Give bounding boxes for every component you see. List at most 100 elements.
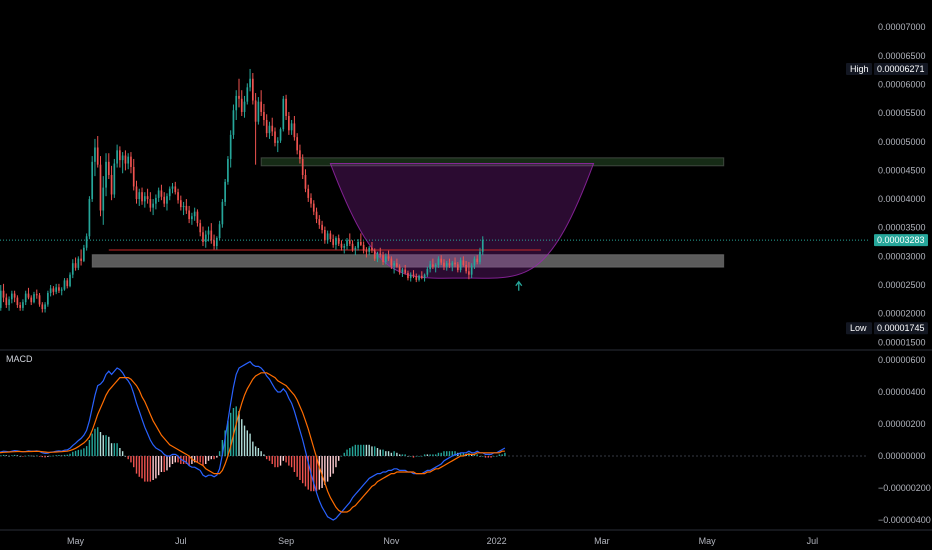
macd-histogram-bar	[279, 456, 282, 466]
macd-histogram-bar	[490, 456, 492, 458]
candle	[368, 246, 371, 256]
candle-body	[0, 290, 2, 308]
macd-histogram-bar	[196, 456, 199, 463]
macd-histogram-bar	[13, 454, 16, 456]
candle	[249, 68, 251, 92]
candle-body	[326, 233, 329, 241]
macd-line	[0, 360, 506, 521]
candle	[470, 263, 473, 279]
candle-body	[387, 256, 390, 259]
macd-histogram-bar	[30, 455, 32, 457]
macd-histogram-bar	[271, 456, 273, 464]
macd-histogram-bar	[349, 448, 351, 456]
macd-histogram-bar	[2, 454, 5, 456]
candle	[473, 256, 476, 269]
price-axis-tick: 0.00001500	[878, 337, 926, 347]
macd-histogram-bar	[329, 456, 332, 477]
candle	[146, 188, 149, 204]
macd-histogram-bar	[299, 456, 301, 480]
macd-histogram-bar	[315, 456, 318, 492]
candle-body	[69, 274, 71, 287]
candle-body	[16, 297, 19, 306]
candle	[182, 201, 185, 216]
candle-body	[282, 98, 285, 130]
candle-body	[146, 196, 149, 200]
macd-histogram-bar	[27, 455, 30, 456]
candle	[401, 267, 404, 277]
macd-histogram-bar	[288, 456, 290, 466]
candle	[19, 302, 22, 311]
macd-histogram-bar	[155, 456, 157, 479]
candle-body	[5, 297, 8, 306]
candle	[185, 199, 188, 214]
candle	[382, 251, 384, 265]
macd-histogram-bar	[22, 456, 24, 457]
candle	[8, 296, 10, 311]
candle	[138, 188, 141, 206]
macd-histogram-bar	[163, 456, 165, 472]
candle	[238, 78, 240, 108]
candle	[121, 152, 124, 174]
candle	[346, 238, 348, 250]
candle-body	[207, 230, 210, 235]
macd-histogram-bar	[454, 451, 456, 456]
candle	[440, 255, 443, 265]
candle	[55, 283, 58, 295]
candle	[415, 273, 418, 283]
macd-histogram-bar	[451, 451, 453, 456]
macd-histogram-bar	[351, 446, 354, 456]
macd-histogram-bar	[487, 456, 489, 458]
badge-value: 0.00003283	[877, 235, 925, 245]
candle-body	[35, 294, 38, 296]
candle	[38, 293, 41, 307]
candle-body	[107, 161, 110, 175]
candle	[321, 220, 323, 234]
candle	[365, 247, 368, 258]
candle-body	[135, 186, 138, 200]
candle-body	[384, 256, 387, 263]
candle	[66, 278, 69, 289]
candle-body	[390, 258, 393, 266]
candle	[443, 259, 445, 271]
time-axis-tick: Sep	[278, 536, 294, 546]
macd-histogram-bar	[105, 435, 107, 456]
candle	[335, 236, 337, 250]
macd-histogram-bar	[119, 448, 121, 456]
candle	[296, 133, 299, 155]
time-axis-tick: Nov	[383, 536, 400, 546]
macd-histogram-bar	[113, 443, 116, 456]
candle	[479, 247, 481, 265]
macd-histogram-bar	[221, 440, 224, 456]
candle-body	[459, 260, 462, 271]
candle	[207, 226, 210, 242]
macd-histogram-bar	[257, 448, 260, 456]
candle	[404, 264, 407, 275]
candle-body	[304, 174, 307, 189]
macd-histogram-bar	[69, 453, 71, 456]
candle-body	[285, 98, 287, 116]
macd-histogram-bar	[44, 456, 46, 458]
candle-body	[382, 255, 384, 263]
candle	[232, 104, 235, 139]
candle-body	[246, 87, 249, 102]
candle-body	[240, 98, 243, 112]
candle-body	[451, 262, 454, 266]
candle	[171, 183, 174, 194]
candle	[360, 233, 362, 247]
candle	[213, 234, 215, 250]
macd-histogram-bar	[0, 455, 2, 456]
macd-histogram-bar	[199, 456, 201, 463]
candle-body	[332, 239, 335, 245]
candle-body	[215, 238, 218, 247]
macd-histogram-bar	[410, 456, 412, 457]
candle-body	[335, 238, 337, 245]
candle-body	[271, 125, 274, 132]
candle	[332, 234, 335, 248]
candle-body	[124, 155, 127, 164]
candle	[88, 196, 91, 240]
candle	[196, 209, 199, 227]
candle	[224, 179, 226, 206]
macd-histogram-bar	[180, 456, 182, 464]
candle-body	[174, 186, 177, 193]
